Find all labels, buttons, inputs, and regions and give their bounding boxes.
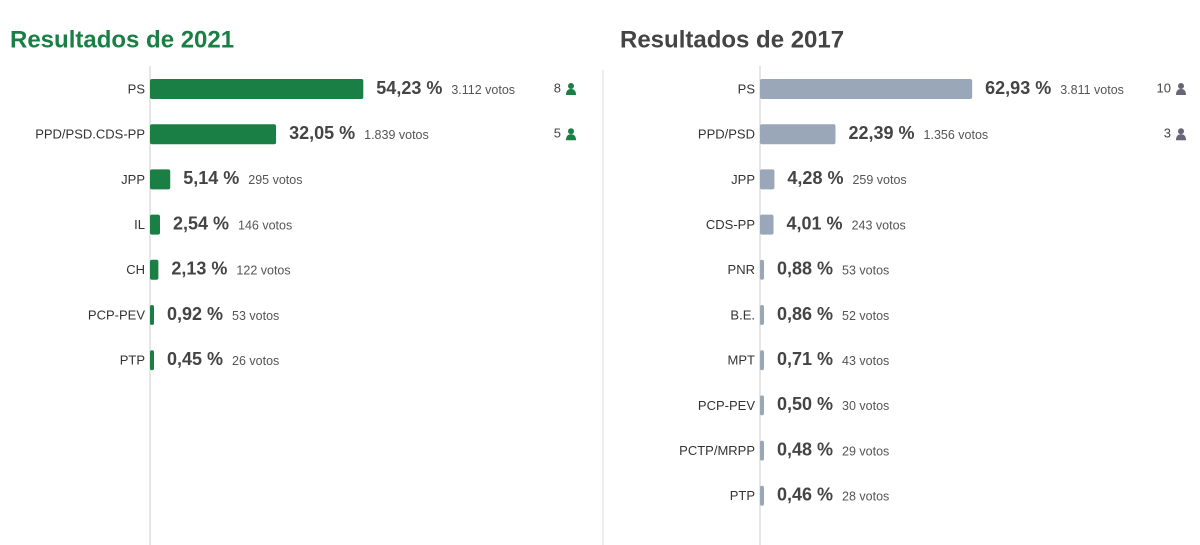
icon-head <box>1178 128 1184 135</box>
bar <box>760 169 775 190</box>
votes-label: 29 votos <box>842 444 889 458</box>
seats-count: 10 <box>1157 80 1171 95</box>
bar <box>760 214 774 235</box>
party-label: IL <box>134 217 145 232</box>
percent-label: 2,13 % <box>171 259 227 279</box>
votes-label: 26 votos <box>232 354 279 368</box>
votes-label: 30 votos <box>842 399 889 413</box>
icon-head <box>568 128 574 135</box>
percent-label: 0,46 % <box>777 485 833 505</box>
percent-label: 62,93 % <box>985 78 1051 98</box>
party-label: PNR <box>728 262 755 277</box>
bar <box>150 124 277 145</box>
votes-label: 1.839 votos <box>364 128 429 142</box>
percent-label: 0,88 % <box>777 259 833 279</box>
icon-body <box>1176 134 1186 141</box>
votes-label: 28 votos <box>842 490 889 504</box>
bar <box>150 259 159 280</box>
percent-label: 5,14 % <box>183 168 239 188</box>
bar <box>760 350 764 371</box>
chart-title: Resultados de 2021 <box>10 26 234 53</box>
bar <box>150 350 154 371</box>
seat-icon <box>1176 83 1186 95</box>
votes-label: 295 votos <box>248 173 302 187</box>
percent-label: 2,54 % <box>173 213 229 233</box>
bar <box>760 395 764 416</box>
party-label: PS <box>128 81 146 96</box>
percent-label: 32,05 % <box>289 123 355 143</box>
votes-label: 243 votos <box>852 218 906 232</box>
icon-body <box>566 89 576 95</box>
votes-label: 259 votos <box>852 173 906 187</box>
seats-count: 5 <box>554 126 561 141</box>
party-label: CDS-PP <box>706 217 755 232</box>
party-label: PCTP/MRPP <box>679 443 755 458</box>
percent-label: 0,86 % <box>777 304 833 324</box>
votes-label: 43 votos <box>842 354 889 368</box>
percent-label: 0,92 % <box>167 304 223 324</box>
bar <box>760 440 764 461</box>
votes-label: 3.112 votos <box>451 83 515 97</box>
party-label: CH <box>126 262 145 277</box>
bar <box>150 305 154 325</box>
chart-title: Resultados de 2017 <box>620 26 844 53</box>
party-label: PTP <box>120 353 145 368</box>
bar <box>150 214 160 235</box>
percent-label: 4,28 % <box>787 168 843 188</box>
party-label: JPP <box>121 172 145 187</box>
icon-body <box>566 134 576 141</box>
percent-label: 0,45 % <box>167 349 223 369</box>
icon-head <box>1178 83 1184 89</box>
votes-label: 3.811 votos <box>1060 83 1124 97</box>
percent-label: 22,39 % <box>848 123 914 143</box>
party-label: PCP-PEV <box>698 398 755 413</box>
bar <box>760 79 973 99</box>
seats-count: 8 <box>554 80 561 95</box>
party-label: PPD/PSD <box>698 127 755 142</box>
bar <box>760 259 764 280</box>
seat-icon <box>1176 128 1186 141</box>
seat-icon <box>566 128 576 141</box>
party-label: PS <box>738 81 756 96</box>
percent-label: 4,01 % <box>787 213 843 233</box>
votes-label: 1.356 votos <box>924 128 989 142</box>
votes-label: 122 votos <box>236 264 290 278</box>
bar <box>150 169 171 190</box>
party-label: MPT <box>728 353 756 368</box>
seat-icon <box>566 83 576 95</box>
party-label: PPD/PSD.CDS-PP <box>35 127 145 142</box>
seats-count: 3 <box>1164 126 1171 141</box>
votes-label: 53 votos <box>232 309 279 323</box>
percent-label: 0,71 % <box>777 349 833 369</box>
bar <box>760 124 836 145</box>
percent-label: 54,23 % <box>376 78 442 98</box>
icon-body <box>1176 89 1186 95</box>
party-label: JPP <box>731 172 755 187</box>
bar <box>760 305 764 325</box>
bar <box>150 79 364 99</box>
percent-label: 0,48 % <box>777 439 833 459</box>
votes-label: 146 votos <box>238 218 292 232</box>
icon-head <box>568 83 574 89</box>
votes-label: 52 votos <box>842 309 889 323</box>
party-label: PTP <box>730 488 755 503</box>
party-label: B.E. <box>730 307 755 322</box>
bar <box>760 485 764 506</box>
percent-label: 0,50 % <box>777 394 833 414</box>
party-label: PCP-PEV <box>88 307 145 322</box>
votes-label: 53 votos <box>842 264 889 278</box>
